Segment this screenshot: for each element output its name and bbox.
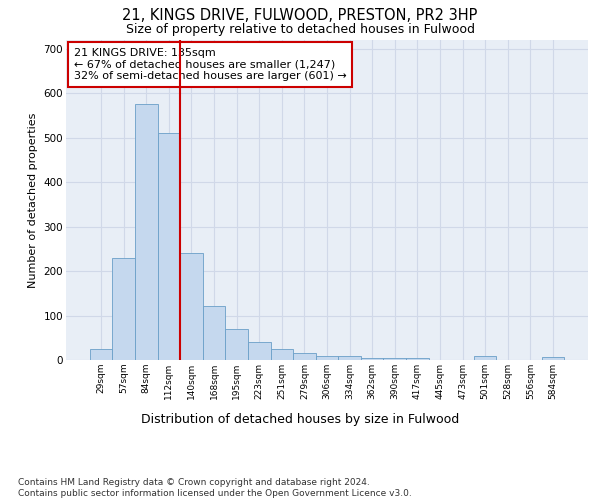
Bar: [135, 104, 158, 360]
Bar: [180, 254, 203, 360]
Bar: [271, 349, 293, 360]
Bar: [90, 349, 112, 360]
Bar: [248, 342, 271, 360]
Bar: [112, 258, 135, 360]
Y-axis label: Number of detached properties: Number of detached properties: [28, 112, 38, 288]
Text: 21, KINGS DRIVE, FULWOOD, PRESTON, PR2 3HP: 21, KINGS DRIVE, FULWOOD, PRESTON, PR2 3…: [122, 8, 478, 22]
Bar: [406, 358, 428, 360]
Bar: [226, 329, 248, 360]
Text: Distribution of detached houses by size in Fulwood: Distribution of detached houses by size …: [141, 412, 459, 426]
Bar: [542, 357, 564, 360]
Bar: [203, 306, 226, 360]
Text: 21 KINGS DRIVE: 135sqm
← 67% of detached houses are smaller (1,247)
32% of semi-: 21 KINGS DRIVE: 135sqm ← 67% of detached…: [74, 48, 347, 81]
Text: Size of property relative to detached houses in Fulwood: Size of property relative to detached ho…: [125, 22, 475, 36]
Text: Contains HM Land Registry data © Crown copyright and database right 2024.
Contai: Contains HM Land Registry data © Crown c…: [18, 478, 412, 498]
Bar: [361, 358, 383, 360]
Bar: [338, 356, 361, 360]
Bar: [316, 356, 338, 360]
Bar: [158, 134, 180, 360]
Bar: [293, 354, 316, 360]
Bar: [474, 356, 496, 360]
Bar: [383, 358, 406, 360]
